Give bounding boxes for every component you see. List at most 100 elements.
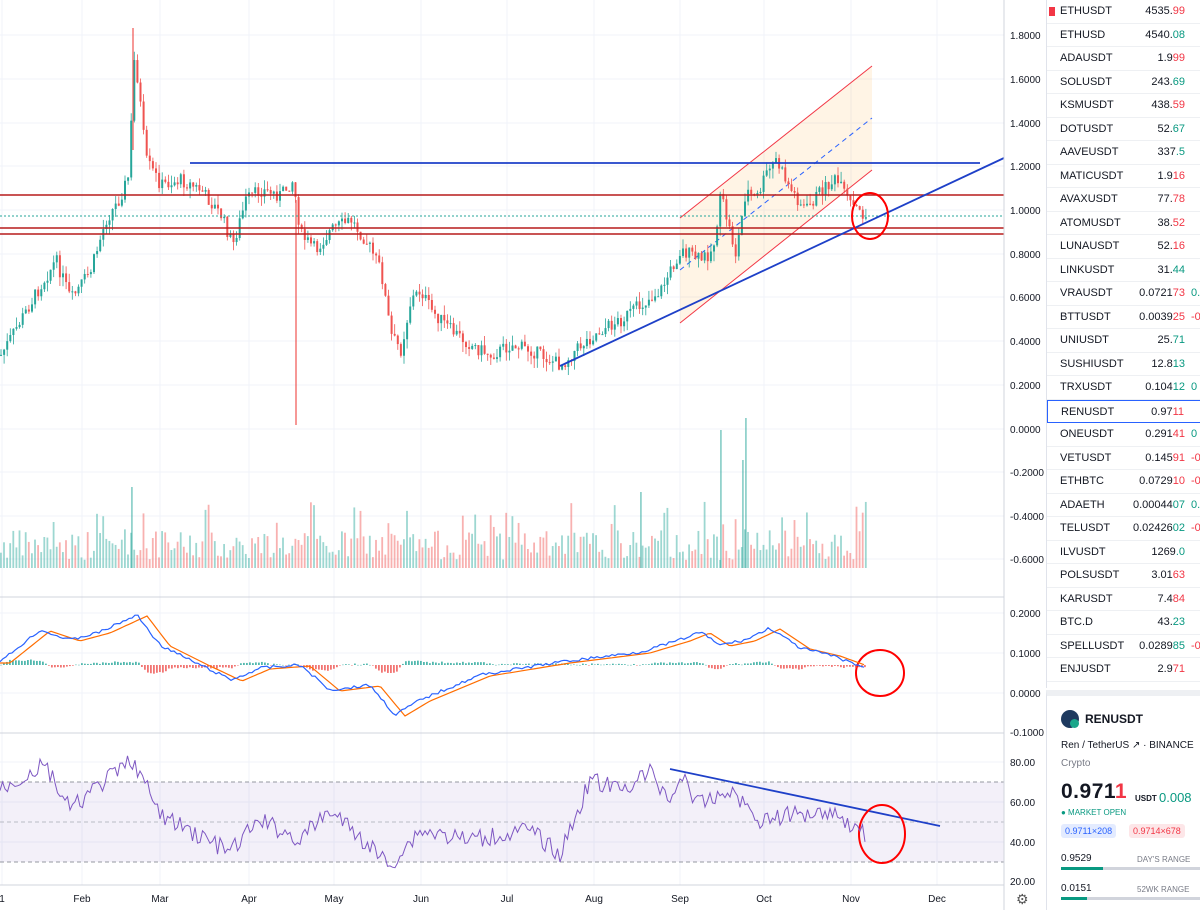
watchlist-row-lunausdt[interactable]: LUNAUSDT 52.16	[1047, 235, 1200, 259]
ask-price[interactable]: 0.9714×678	[1129, 824, 1185, 838]
watchlist-symbol: ETHUSDT	[1060, 5, 1112, 17]
watchlist-symbol: LUNAUSDT	[1060, 240, 1120, 252]
volume-bars	[0, 418, 867, 568]
price-axis[interactable]: 1.8000 1.6000 1.4000 1.2000 1.0000 0.8000 0.60…	[1010, 31, 1044, 888]
time-tick: Jun	[413, 894, 429, 905]
details-description[interactable]: Ren / TetherUS ↗ · BINANCE	[1061, 740, 1194, 751]
chart-area[interactable]: 1.8000 1.6000 1.4000 1.2000 1.0000 0.8000 0.60…	[0, 0, 1046, 910]
watchlist-price: 12.813	[1151, 357, 1185, 370]
watchlist-price: 0.29141	[1145, 428, 1185, 440]
watchlist-price: 1.916	[1157, 169, 1185, 182]
watchlist-row-trxusdt[interactable]: TRXUSDT 0.10412 0	[1047, 376, 1200, 400]
watchlist-row-linkusdt[interactable]: LINKUSDT 31.44	[1047, 259, 1200, 282]
bid-price[interactable]: 0.9711×208	[1061, 824, 1117, 838]
watchlist-row-sushiusdt[interactable]: SUSHIUSDT 12.813	[1047, 353, 1200, 376]
trend-lines[interactable]	[0, 157, 1005, 864]
price-tick: 0.6000	[1010, 293, 1041, 304]
watchlist-symbol: DOTUSDT	[1060, 122, 1114, 135]
details-symbol[interactable]: RENUSDT	[1085, 712, 1144, 726]
watchlist-row-ksmusdt[interactable]: KSMUSDT 438.59	[1047, 94, 1200, 118]
price-tick: 0.0000	[1010, 425, 1041, 436]
time-tick: Apr	[241, 894, 257, 905]
watchlist-symbol: AAVEUSDT	[1060, 146, 1119, 158]
time-axis[interactable]: 1 Feb Mar Apr May Jun Jul Aug Sep Oct Nov Dec	[0, 894, 946, 905]
time-tick: Jul	[501, 894, 514, 905]
watchlist[interactable]: ETHUSDT 4535.99 ETHUSD 4540.08 ADAUSDT 1.999 S…	[1046, 0, 1200, 688]
watchlist-change: -0	[1191, 639, 1200, 652]
watchlist-row-oneusdt[interactable]: ONEUSDT 0.29141 0	[1047, 423, 1200, 447]
watchlist-symbol: KARUSDT	[1060, 592, 1113, 605]
price-tick: 1.8000	[1010, 31, 1041, 42]
watchlist-symbol: LINKUSDT	[1060, 263, 1115, 276]
watchlist-price: 2.971	[1157, 663, 1185, 675]
watchlist-price: 7.484	[1157, 592, 1185, 605]
watchlist-row-enjusdt[interactable]: ENJUSDT 2.971	[1047, 658, 1200, 682]
watchlist-row-aaveusdt[interactable]: AAVEUSDT 337.5	[1047, 141, 1200, 165]
time-tick: Mar	[151, 894, 169, 905]
watchlist-row-ethusd[interactable]: ETHUSD 4540.08	[1047, 24, 1200, 47]
watchlist-row-karusdt[interactable]: KARUSDT 7.484	[1047, 588, 1200, 611]
watchlist-row-telusdt[interactable]: TELUSDT 0.0242602 -0	[1047, 517, 1200, 541]
details-change: 0.008	[1159, 790, 1192, 805]
time-tick: Sep	[671, 894, 689, 905]
symbol-details: RENUSDT Ren / TetherUS ↗ · BINANCE Crypt…	[1046, 690, 1200, 910]
watchlist-change: -0	[1191, 451, 1200, 464]
watchlist-price: 0.14591	[1145, 451, 1185, 464]
day-low: 0.9529	[1061, 853, 1092, 864]
watchlist-row-btc-d[interactable]: BTC.D 43.23	[1047, 611, 1200, 635]
details-price: 0.9711	[1061, 780, 1128, 803]
price-chart[interactable]: 1.8000 1.6000 1.4000 1.2000 1.0000 0.8000 0.60…	[0, 0, 1046, 910]
watchlist-row-maticusdt[interactable]: MATICUSDT 1.916	[1047, 165, 1200, 188]
watchlist-symbol: TRXUSDT	[1060, 381, 1112, 393]
watchlist-symbol: ONEUSDT	[1060, 428, 1114, 440]
rsi-tick: 60.00	[1010, 798, 1035, 809]
price-tick: 1.6000	[1010, 75, 1041, 86]
watchlist-symbol: SUSHIUSDT	[1060, 357, 1124, 370]
watchlist-row-bttusdt[interactable]: BTTUSDT 0.003925 -0	[1047, 306, 1200, 329]
rsi-tick: 20.00	[1010, 877, 1035, 888]
macd-tick: -0.1000	[1010, 728, 1044, 739]
rsi-band	[0, 781, 1004, 863]
watchlist-row-adausdt[interactable]: ADAUSDT 1.999	[1047, 47, 1200, 71]
watchlist-price: 31.44	[1157, 263, 1185, 276]
price-tick: -0.4000	[1010, 512, 1044, 523]
watchlist-row-ethbtc[interactable]: ETHBTC 0.072910 -0	[1047, 470, 1200, 494]
watchlist-symbol: ENJUSDT	[1060, 663, 1111, 675]
time-tick: May	[325, 894, 344, 905]
watchlist-row-vrausdt[interactable]: VRAUSDT 0.072173 0.	[1047, 282, 1200, 306]
watchlist-price: 0.0242602	[1132, 522, 1185, 534]
watchlist-row-atomusdt[interactable]: ATOMUSDT 38.52	[1047, 212, 1200, 235]
watchlist-row-adaeth[interactable]: ADAETH 0.0004407 0.0	[1047, 494, 1200, 517]
52wk-low: 0.0151	[1061, 883, 1092, 894]
watchlist-row-polsusdt[interactable]: POLSUSDT 3.0163	[1047, 564, 1200, 588]
watchlist-row-avaxusdt[interactable]: AVAXUSDT 77.78	[1047, 188, 1200, 212]
watchlist-row-ilvusdt[interactable]: ILVUSDT 1269.0	[1047, 541, 1200, 564]
watchlist-price: 25.71	[1157, 334, 1185, 346]
settings-gear-icon[interactable]: ⚙	[1016, 891, 1029, 907]
price-tick: -0.2000	[1010, 468, 1044, 479]
rsi-pane	[0, 755, 866, 869]
macd-tick: 0.0000	[1010, 689, 1041, 700]
day-range-label: DAY'S RANGE	[1137, 855, 1191, 864]
watchlist-row-uniusdt[interactable]: UNIUSDT 25.71	[1047, 329, 1200, 353]
time-tick: Dec	[928, 894, 946, 905]
watchlist-price: 0.10412	[1145, 381, 1185, 393]
watchlist-symbol: ETHBTC	[1060, 475, 1104, 487]
watchlist-symbol: ETHUSD	[1060, 28, 1106, 41]
watchlist-change: 0	[1191, 381, 1198, 393]
watchlist-price: 1269.0	[1151, 545, 1185, 558]
watchlist-row-spellusdt[interactable]: SPELLUSDT 0.028985 -0	[1047, 635, 1200, 658]
watchlist-row-dotusdt[interactable]: DOTUSDT 52.67	[1047, 118, 1200, 141]
watchlist-row-ethusdt[interactable]: ETHUSDT 4535.99	[1047, 0, 1200, 24]
flag-icon[interactable]	[1049, 7, 1055, 16]
watchlist-price: 243.69	[1151, 75, 1185, 88]
watchlist-row-solusdt[interactable]: SOLUSDT 243.69	[1047, 71, 1200, 94]
watchlist-row-renusdt[interactable]: RENUSDT 0.9711	[1047, 399, 1200, 423]
watchlist-change: -0	[1191, 522, 1200, 534]
watchlist-price: 337.5	[1157, 146, 1185, 158]
price-tick: 1.4000	[1010, 119, 1041, 130]
watchlist-symbol: ADAUSDT	[1060, 52, 1113, 64]
watchlist-row-vetusdt[interactable]: VETUSDT 0.14591 -0	[1047, 447, 1200, 470]
rsi-tick: 80.00	[1010, 758, 1035, 769]
macd-tick: 0.1000	[1010, 649, 1041, 660]
